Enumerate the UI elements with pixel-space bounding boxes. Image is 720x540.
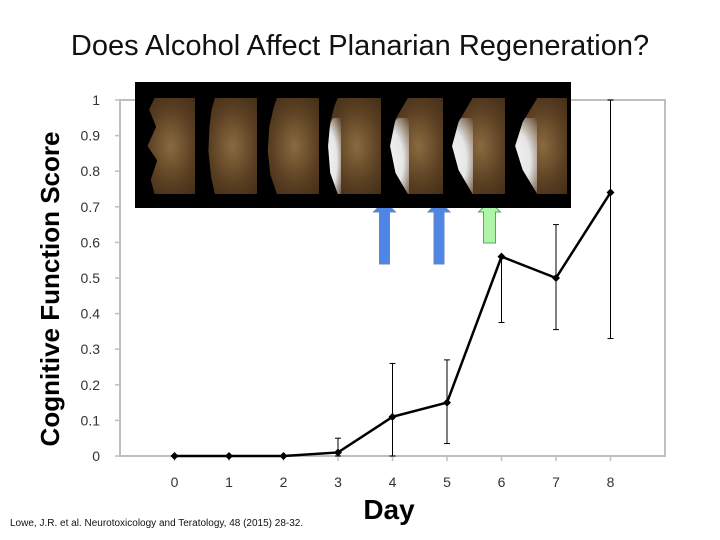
x-tick-label: 5: [443, 474, 451, 490]
x-tick-label: 4: [389, 474, 397, 490]
x-tick-label: 0: [171, 474, 179, 490]
data-point-day-1: [225, 452, 233, 460]
x-tick-label: 3: [334, 474, 342, 490]
y-tick-label: 0.4: [81, 306, 101, 322]
data-point-day-3: [334, 448, 342, 457]
data-point-day-4: [388, 412, 397, 421]
slide-title: Does Alcohol Affect Planarian Regenerati…: [70, 30, 650, 62]
y-tick-label: 0: [92, 448, 100, 464]
y-tick-label: 0.3: [81, 341, 101, 357]
planarian-panel-5: [383, 82, 445, 208]
planarian-panel-4: [321, 82, 383, 208]
arrow-day-6-icon: [477, 200, 502, 244]
data-point-day-6: [497, 252, 506, 261]
data-point-day-5: [443, 398, 451, 407]
x-tick-label: 8: [607, 474, 615, 490]
x-tick-label: 7: [552, 474, 560, 490]
y-tick-label: 0.2: [81, 377, 101, 393]
data-point-day-7: [552, 274, 560, 282]
planarian-panel-7: [507, 82, 569, 208]
y-axis-label: Cognitive Function Score: [35, 132, 65, 447]
y-tick-label: 0.9: [81, 128, 101, 144]
y-tick-label: 0.5: [81, 270, 101, 286]
data-point-day-0: [170, 452, 179, 460]
planarian-panel-3: [259, 82, 321, 208]
planarian-image-strip: [135, 82, 571, 208]
data-point-day-2: [279, 452, 288, 460]
x-tick-label: 1: [225, 474, 233, 490]
planarian-panel-2: [197, 82, 259, 208]
y-tick-label: 0.8: [81, 163, 101, 179]
planarian-panel-6: [445, 82, 507, 208]
x-tick-label: 6: [498, 474, 506, 490]
y-tick-label: 0.1: [81, 412, 101, 428]
y-tick-label: 1: [92, 92, 100, 108]
data-point-day-8: [606, 188, 615, 197]
y-tick-label: 0.6: [81, 234, 101, 250]
citation: Lowe, J.R. et al. Neurotoxicology and Te…: [10, 518, 304, 529]
y-tick-label: 0.7: [81, 199, 101, 215]
arrow-day-4-icon: [372, 200, 397, 265]
x-axis-label: Day: [363, 494, 415, 525]
x-tick-label: 2: [280, 474, 288, 490]
planarian-panel-1: [135, 82, 197, 208]
arrow-day-5-icon: [426, 200, 452, 265]
